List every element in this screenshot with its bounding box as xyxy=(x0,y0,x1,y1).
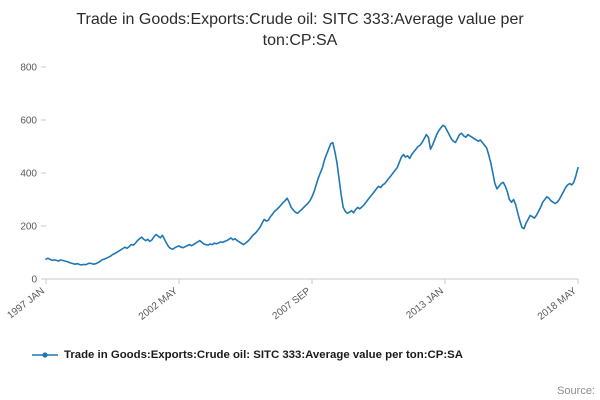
source-label: Source: xyxy=(557,385,595,397)
legend-dot xyxy=(42,352,48,358)
svg-text:0: 0 xyxy=(31,275,37,286)
svg-text:2002 MAY: 2002 MAY xyxy=(137,286,180,323)
svg-text:1997 JAN: 1997 JAN xyxy=(5,286,46,322)
legend-label: Trade in Goods:Exports:Crude oil: SITC 3… xyxy=(64,349,463,362)
legend-line-marker xyxy=(32,352,58,358)
svg-text:2013 JAN: 2013 JAN xyxy=(404,286,445,322)
legend: Trade in Goods:Exports:Crude oil: SITC 3… xyxy=(0,347,600,361)
y-axis: 0 200 400 600 800 xyxy=(20,63,46,286)
svg-text:600: 600 xyxy=(20,116,37,127)
x-axis: 1997 JAN 2002 MAY 2007 SEP 2013 JAN 2018 MAY xyxy=(5,278,579,323)
chart-title: Trade in Goods:Exports:Crude oil: SITC 3… xyxy=(76,11,524,50)
svg-text:400: 400 xyxy=(20,169,37,180)
svg-text:800: 800 xyxy=(20,63,37,74)
svg-text:2007 SEP: 2007 SEP xyxy=(271,286,314,323)
svg-text:200: 200 xyxy=(20,222,37,233)
svg-text:2018 MAY: 2018 MAY xyxy=(536,286,579,323)
chart: 0 200 400 600 800 1997 JAN 2002 MAY 2007 SEP 20… xyxy=(5,63,579,323)
data-line xyxy=(45,124,579,267)
